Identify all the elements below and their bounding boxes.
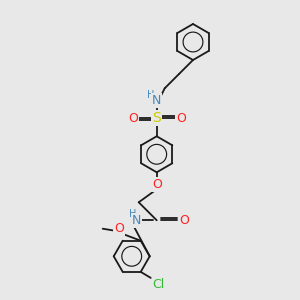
Text: N: N [152, 94, 161, 107]
Text: O: O [152, 178, 162, 191]
Text: O: O [114, 222, 124, 235]
Text: H: H [129, 209, 136, 219]
Text: Cl: Cl [153, 278, 165, 291]
Text: S: S [152, 111, 161, 125]
Text: N: N [132, 214, 141, 227]
Text: O: O [179, 214, 189, 227]
Text: O: O [176, 112, 186, 125]
Text: H: H [147, 90, 154, 100]
Text: O: O [128, 112, 138, 125]
